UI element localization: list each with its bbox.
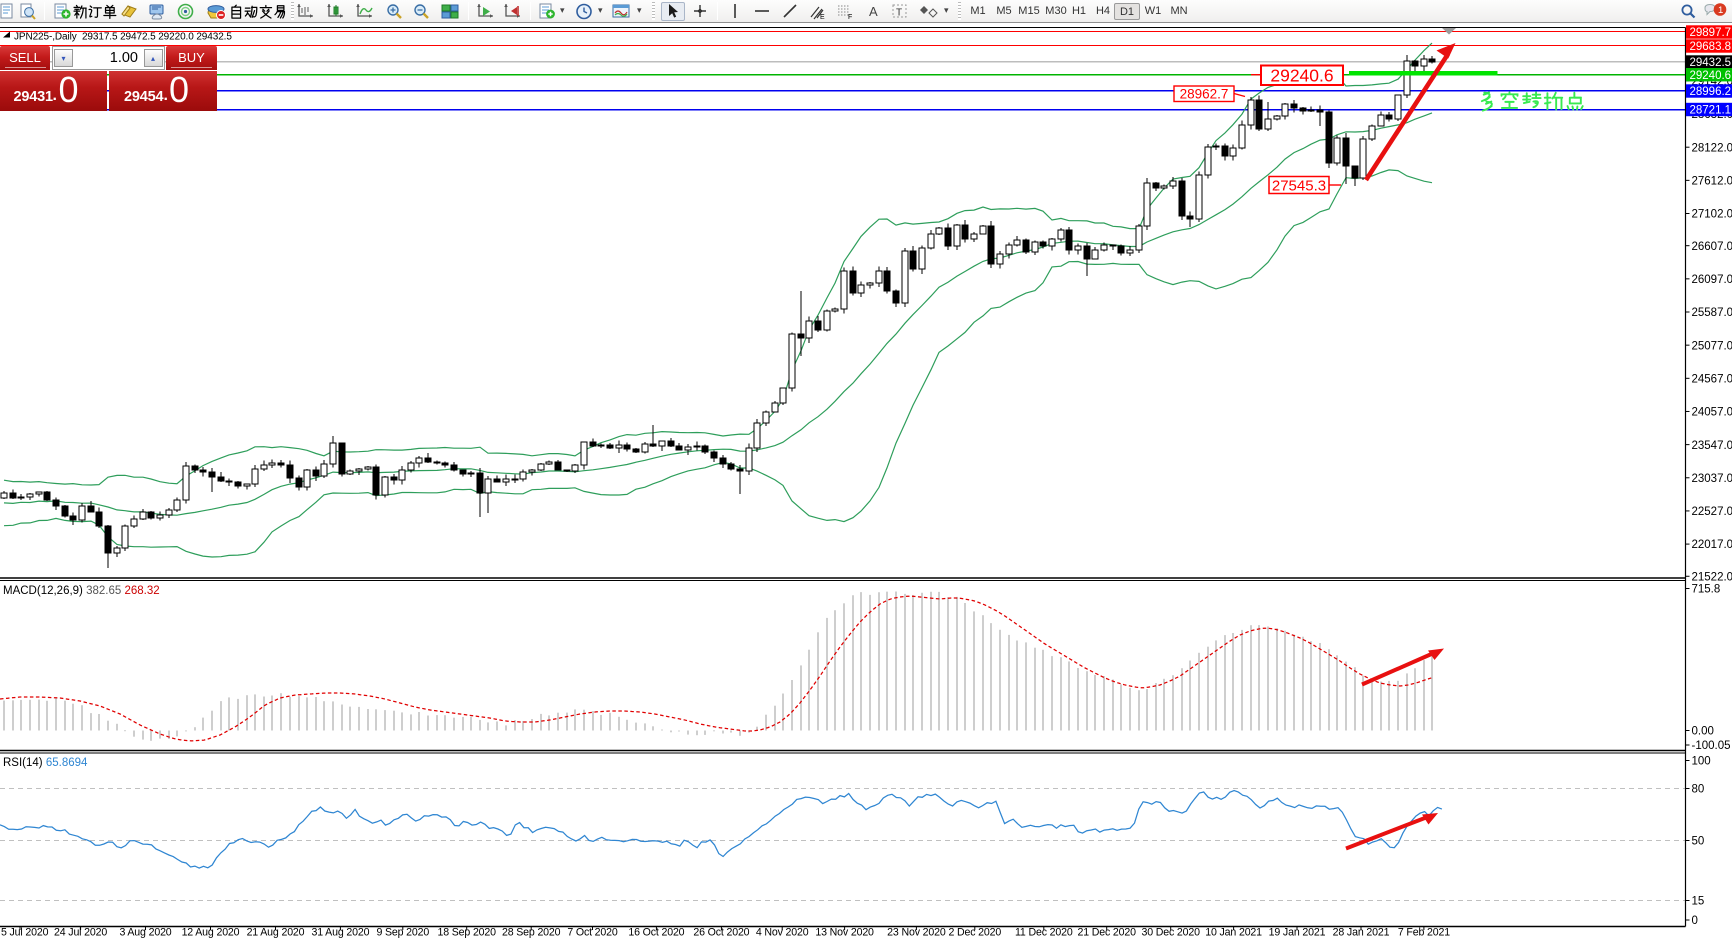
svg-text:18 Sep 2020: 18 Sep 2020: [437, 927, 496, 939]
svg-text:21 Aug 2020: 21 Aug 2020: [247, 927, 305, 939]
svg-text:23037.0: 23037.0: [1692, 473, 1732, 485]
svg-text:28721.1: 28721.1: [1690, 105, 1732, 117]
svg-text:27545.3: 27545.3: [1272, 177, 1326, 194]
svg-text:-100.05: -100.05: [1692, 740, 1731, 752]
svg-text:28 Jan 2021: 28 Jan 2021: [1333, 927, 1390, 939]
svg-text:JPN225-,Daily 29317.5 29472.5: JPN225-,Daily 29317.5 29472.5 29220.0 29…: [14, 32, 232, 43]
svg-text:28962.7: 28962.7: [1180, 87, 1229, 102]
svg-text:50: 50: [1692, 836, 1705, 848]
svg-text:26 Oct 2020: 26 Oct 2020: [693, 927, 749, 939]
svg-text:2 Dec 2020: 2 Dec 2020: [948, 927, 1001, 939]
svg-text:12 Aug 2020: 12 Aug 2020: [182, 927, 240, 939]
svg-text:28122.0: 28122.0: [1692, 142, 1732, 154]
svg-text:23547.0: 23547.0: [1692, 440, 1732, 452]
svg-text:0: 0: [1692, 915, 1698, 927]
svg-text:3 Aug 2020: 3 Aug 2020: [119, 927, 171, 939]
svg-text:31 Aug 2020: 31 Aug 2020: [311, 927, 369, 939]
svg-text:11 Dec 2020: 11 Dec 2020: [1015, 927, 1073, 939]
svg-text:24567.0: 24567.0: [1692, 373, 1732, 385]
svg-text:28996.2: 28996.2: [1690, 86, 1732, 98]
svg-text:28 Sep 2020: 28 Sep 2020: [502, 927, 561, 939]
svg-text:715.8: 715.8: [1692, 584, 1721, 596]
svg-text:13 Nov 2020: 13 Nov 2020: [815, 927, 874, 939]
svg-text:22017.0: 22017.0: [1692, 539, 1732, 551]
svg-text:F: F: [848, 14, 852, 20]
svg-text:29240.6: 29240.6: [1690, 70, 1732, 82]
svg-text:7 Oct 2020: 7 Oct 2020: [567, 927, 618, 939]
svg-text:7 Feb 2021: 7 Feb 2021: [1398, 927, 1450, 939]
svg-text:9 Sep 2020: 9 Sep 2020: [376, 927, 429, 939]
svg-text:MACD(12,26,9) 382.65 268.32: MACD(12,26,9) 382.65 268.32: [3, 585, 160, 597]
svg-text:0.00: 0.00: [1692, 726, 1714, 738]
svg-text:10 Jan 2021: 10 Jan 2021: [1205, 927, 1262, 939]
svg-text:29432.5: 29432.5: [1690, 57, 1732, 69]
svg-text:29683.8: 29683.8: [1690, 41, 1732, 53]
svg-text:19 Jan 2021: 19 Jan 2021: [1269, 927, 1326, 939]
svg-text:24 Jul 2020: 24 Jul 2020: [54, 927, 107, 939]
svg-text:1: 1: [1718, 5, 1723, 16]
svg-text:22527.0: 22527.0: [1692, 506, 1732, 518]
svg-text:26607.0: 26607.0: [1692, 241, 1732, 253]
svg-text:26097.0: 26097.0: [1692, 274, 1732, 286]
svg-text:25077.0: 25077.0: [1692, 340, 1732, 352]
svg-text:5 Jul 2020: 5 Jul 2020: [1, 927, 49, 939]
svg-text:21522.0: 21522.0: [1692, 571, 1732, 583]
svg-text:23 Nov 2020: 23 Nov 2020: [887, 927, 946, 939]
svg-text:24057.0: 24057.0: [1692, 407, 1732, 419]
svg-text:21 Dec 2020: 21 Dec 2020: [1077, 927, 1136, 939]
svg-text:15: 15: [1692, 896, 1705, 908]
svg-text:RSI(14) 65.8694: RSI(14) 65.8694: [3, 757, 88, 769]
svg-text:27612.0: 27612.0: [1692, 175, 1732, 187]
svg-text:E: E: [820, 14, 825, 20]
svg-text:27102.0: 27102.0: [1692, 209, 1732, 221]
svg-text:4 Nov 2020: 4 Nov 2020: [756, 927, 809, 939]
svg-text:T: T: [896, 8, 902, 19]
svg-text:29240.6: 29240.6: [1270, 66, 1333, 86]
svg-text:25587.0: 25587.0: [1692, 307, 1732, 319]
svg-text:29897.7: 29897.7: [1690, 27, 1732, 39]
svg-text:100: 100: [1692, 756, 1711, 768]
svg-text:30 Dec 2020: 30 Dec 2020: [1141, 927, 1200, 939]
svg-text:16 Oct 2020: 16 Oct 2020: [628, 927, 684, 939]
svg-text:80: 80: [1692, 784, 1705, 796]
svg-text:A: A: [869, 4, 878, 19]
